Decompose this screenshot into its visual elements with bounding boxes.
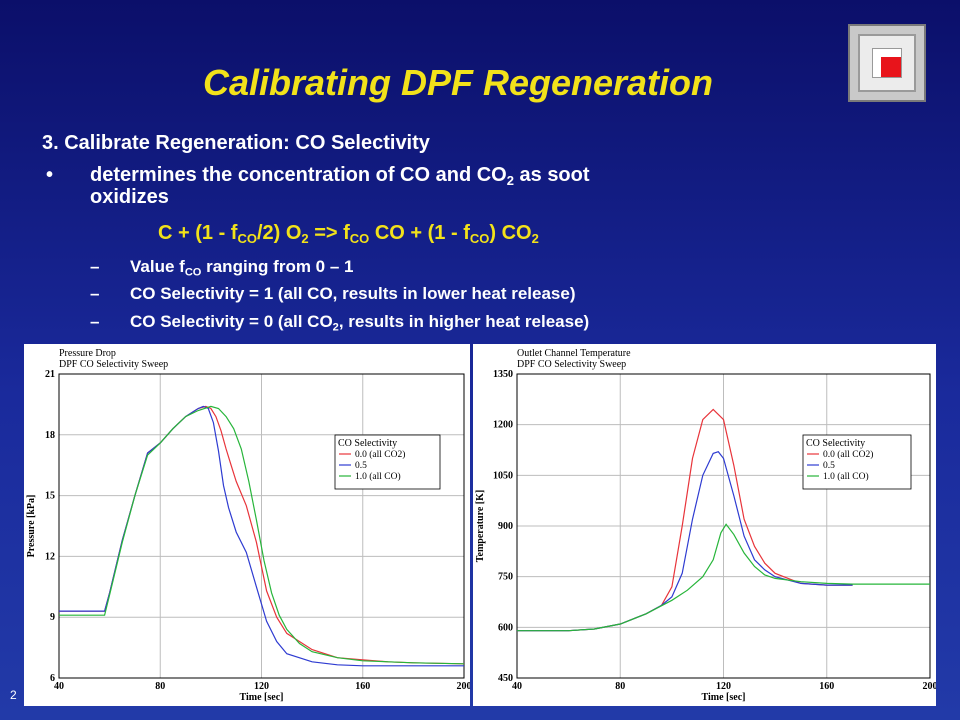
x-tick-label: 80 [615,681,625,692]
legend-entry: 0.0 (all CO2) [355,449,405,460]
legend-title: CO Selectivity [806,438,865,449]
sub1-part-b: ranging from 0 – 1 [201,257,354,276]
x-tick-label: 120 [716,681,731,692]
y-tick-label: 12 [45,551,55,562]
x-tick-label: 80 [155,681,165,692]
y-tick-label: 21 [45,369,55,380]
bullet-text-part-a: determines the concentration of CO and C… [90,164,507,186]
dash-marker: – [90,284,100,303]
series-line [517,450,853,632]
legend-entry: 0.0 (all CO2) [823,449,873,460]
eq-sub: 2 [531,230,539,246]
y-tick-label: 1200 [493,420,513,431]
legend-entry: 0.5 [823,461,835,471]
y-tick-label: 1050 [493,470,513,481]
chart-subtitle: DPF CO Selectivity Sweep [59,359,168,370]
bullet-subscript: 2 [506,172,514,188]
eq-part: => f [308,222,350,244]
slide-title: Calibrating DPF Regeneration [202,62,714,103]
sub3-part-a: CO Selectivity = 0 (all CO [130,312,333,331]
y-tick-label: 18 [45,430,55,441]
x-axis-label: Time [sec] [702,692,746,703]
legend-box [802,434,912,490]
legend-entry: 1.0 (all CO) [355,471,401,482]
section-heading: 3. Calibrate Regeneration: CO Selectivit… [42,132,430,154]
dash-marker: – [90,257,100,276]
chart-subtitle: DPF CO Selectivity Sweep [517,359,626,370]
x-tick-label: 200 [923,681,937,692]
series-line [59,405,465,665]
y-tick-label: 6 [50,673,55,684]
legend-entry: 1.0 (all CO) [823,471,869,482]
y-tick-label: 900 [498,521,513,532]
bullet-marker: • [46,164,54,186]
sub1-part-a: Value f [130,257,185,276]
series-line [517,523,930,632]
sub-bullet-2: CO Selectivity = 1 (all CO, results in l… [130,284,576,303]
reaction-equation: C + (1 - fCO/2) O2 => fCO CO + (1 - fCO)… [158,222,539,246]
square-logo-icon [848,24,926,102]
series-line [517,408,853,632]
y-tick-label: 450 [498,673,513,684]
x-tick-label: 160 [819,681,834,692]
y-axis-label: Temperature [K] [475,490,486,563]
y-tick-label: 600 [498,622,513,633]
sub3-part-b: , results in higher heat release) [338,312,590,331]
eq-part: ) CO [489,222,532,244]
eq-part: CO + (1 - f [369,222,470,244]
sub-bullet-1: Value fCO ranging from 0 – 1 [130,257,353,278]
y-tick-label: 750 [498,572,513,583]
sub3-subscript: 2 [332,321,339,334]
legend-entry: 0.5 [355,461,367,471]
bullet-text-part-b: as soot [513,164,590,186]
sub-bullet-3: CO Selectivity = 0 (all CO2, results in … [130,312,589,333]
eq-sub: CO [469,230,490,246]
plot-frame [516,373,931,679]
x-tick-label: 160 [355,681,370,692]
temperature-chart-panel: Outlet Channel Temperature DPF CO Selecti… [473,344,936,706]
logo-red-square [881,57,901,77]
x-tick-label: 200 [457,681,471,692]
page-number: 2 [10,688,17,702]
x-tick-label: 120 [254,681,269,692]
legend-box [334,434,441,490]
x-axis-label: Time [sec] [240,692,284,703]
pressure-drop-chart-panel: Pressure Drop DPF CO Selectivity Sweep 40 8… [24,344,470,706]
eq-part: /2) O [256,222,302,244]
y-tick-label: 1350 [493,369,513,380]
chart-title: Pressure Drop [59,348,116,359]
legend-title: CO Selectivity [338,438,397,449]
bullet-text-line2: oxidizes [90,186,169,208]
y-tick-label: 9 [50,612,55,623]
x-tick-label: 40 [512,681,522,692]
eq-part: C + (1 - f [158,222,238,244]
y-tick-label: 15 [45,491,55,502]
eq-sub: CO [349,230,370,246]
x-tick-label: 40 [54,681,64,692]
chart-title: Outlet Channel Temperature [517,348,631,359]
plot-frame [58,373,465,679]
dash-marker: – [90,312,100,331]
sub1-subscript: CO [184,266,202,279]
eq-sub: 2 [301,230,309,246]
y-axis-label: Pressure [kPa] [26,495,37,558]
bullet-text-line1: determines the concentration of CO and C… [90,164,590,192]
eq-sub: CO [237,230,257,246]
